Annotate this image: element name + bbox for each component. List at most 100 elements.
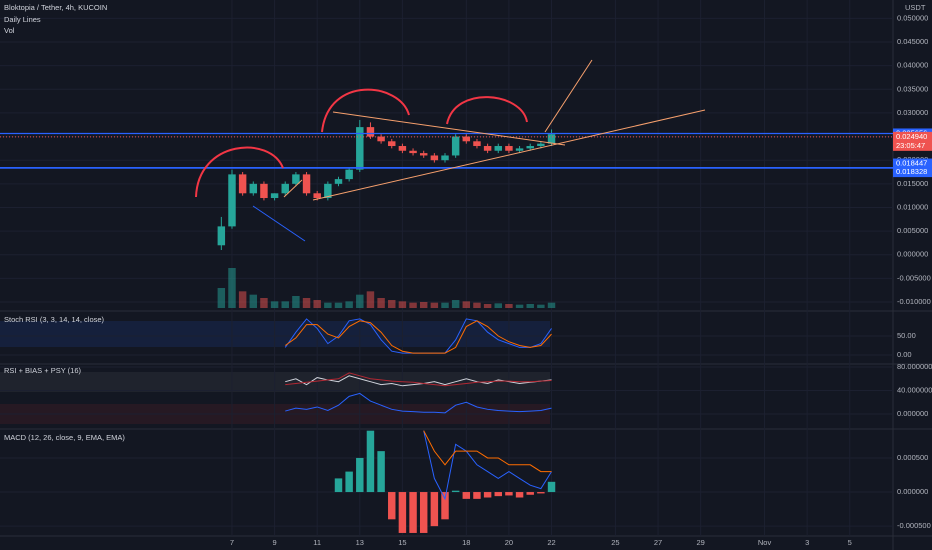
indicator-line	[423, 430, 552, 473]
y-tick-label: 0.010000	[897, 202, 928, 211]
y-tick-label: 0.015000	[897, 179, 928, 188]
histogram-bar	[526, 492, 534, 495]
volume-bar	[441, 302, 449, 308]
y-tick-label: 0.045000	[897, 37, 928, 46]
volume-bar	[388, 300, 396, 308]
y-tick-label: -0.000500	[897, 521, 931, 530]
price-box	[893, 167, 932, 178]
arc-drawing	[195, 146, 284, 198]
candle-body	[377, 136, 385, 142]
histogram-bar	[377, 451, 385, 493]
histogram-bar	[398, 492, 407, 533]
histogram-bar	[473, 492, 481, 499]
volume-bar	[345, 301, 353, 308]
candle-body	[292, 174, 300, 184]
y-tick-label: 0.000000	[897, 487, 928, 496]
pane	[0, 17, 893, 308]
histogram-bar	[366, 430, 375, 493]
y-tick-label: 0.030000	[897, 108, 928, 117]
histogram-bar	[537, 492, 545, 494]
x-tick-label: Nov	[758, 538, 772, 547]
volume-bar	[430, 302, 439, 308]
candle-body	[547, 134, 556, 144]
candle-body	[345, 169, 353, 180]
histogram-bar	[483, 492, 492, 498]
candle-body	[228, 174, 236, 227]
candle-body	[249, 183, 258, 194]
candle-body	[366, 127, 375, 137]
volume-bar	[228, 268, 236, 308]
indicator-line	[285, 372, 552, 387]
candle-body	[430, 155, 439, 161]
volume-bar	[313, 300, 321, 308]
arc-drawing	[321, 88, 410, 133]
volume-bar	[324, 302, 332, 308]
volume-bar	[515, 304, 524, 308]
price-label: 0.024940	[896, 132, 927, 141]
pane-title: MACD (12, 26, close, 9, EMA, EMA)	[4, 433, 125, 442]
pane	[0, 430, 893, 533]
histogram-bar	[345, 471, 353, 493]
trend-line	[544, 59, 593, 133]
histogram-bar	[515, 492, 524, 498]
volume-bar	[398, 301, 407, 308]
volume-bar	[334, 302, 343, 308]
price-box	[893, 158, 932, 169]
volume-bar	[356, 294, 364, 308]
candle-body	[419, 153, 428, 156]
trend-lines	[252, 59, 706, 242]
x-tick-label: 9	[273, 538, 277, 547]
candle-body	[313, 193, 321, 199]
chart-title: Bloktopia / Tether, 4h, KUCOIN	[4, 3, 107, 12]
candle-body	[356, 127, 364, 170]
volume-bar	[494, 303, 502, 308]
x-tick-label: 29	[696, 538, 704, 547]
candle-body	[388, 141, 396, 147]
x-tick-label: 5	[848, 538, 852, 547]
histogram-bar	[547, 481, 556, 493]
histogram-bar	[441, 492, 449, 520]
volume-bar	[270, 301, 279, 308]
x-tick-label: 22	[547, 538, 555, 547]
volume-bar	[366, 291, 375, 308]
volume-bar	[526, 304, 534, 308]
y-tick-label: 0.050000	[897, 13, 928, 22]
candle-body	[398, 146, 407, 151]
x-tick-label: 20	[505, 538, 513, 547]
arc-drawing	[446, 96, 528, 125]
volume-bar	[249, 294, 258, 308]
pane	[0, 318, 893, 356]
volume-bar	[217, 288, 226, 308]
x-tick-label: 7	[230, 538, 234, 547]
y-tick-label: 50.00	[897, 331, 916, 340]
volume-bar	[473, 302, 481, 308]
histogram-bar	[419, 492, 428, 533]
candle-body	[441, 155, 449, 161]
y-tick-label: -0.005000	[897, 273, 931, 282]
candle-body	[324, 183, 332, 199]
volume-bar	[377, 298, 385, 308]
volume-bar	[281, 301, 289, 308]
volume-bar	[260, 298, 268, 308]
histogram-bar	[494, 492, 502, 497]
candle-body	[302, 174, 311, 194]
y-tick-label: 0.000000	[897, 250, 928, 259]
price-label: 0.018328	[896, 167, 927, 176]
plots	[0, 0, 893, 536]
x-tick-label: 27	[654, 538, 662, 547]
volume-bar	[483, 304, 492, 308]
x-tick-label: 13	[356, 538, 364, 547]
x-tick-label: 11	[313, 538, 321, 547]
candle-body	[515, 148, 524, 151]
volume-bar	[419, 302, 428, 308]
candle-body	[526, 146, 534, 149]
trend-line	[283, 179, 303, 198]
candle-body	[537, 143, 545, 147]
candle-body	[473, 141, 481, 147]
countdown-label: 23:05:47	[896, 141, 925, 150]
volume-bar	[292, 296, 300, 308]
histogram-bar	[430, 492, 439, 527]
volume-bar	[238, 291, 247, 308]
x-tick-label: 18	[462, 538, 470, 547]
